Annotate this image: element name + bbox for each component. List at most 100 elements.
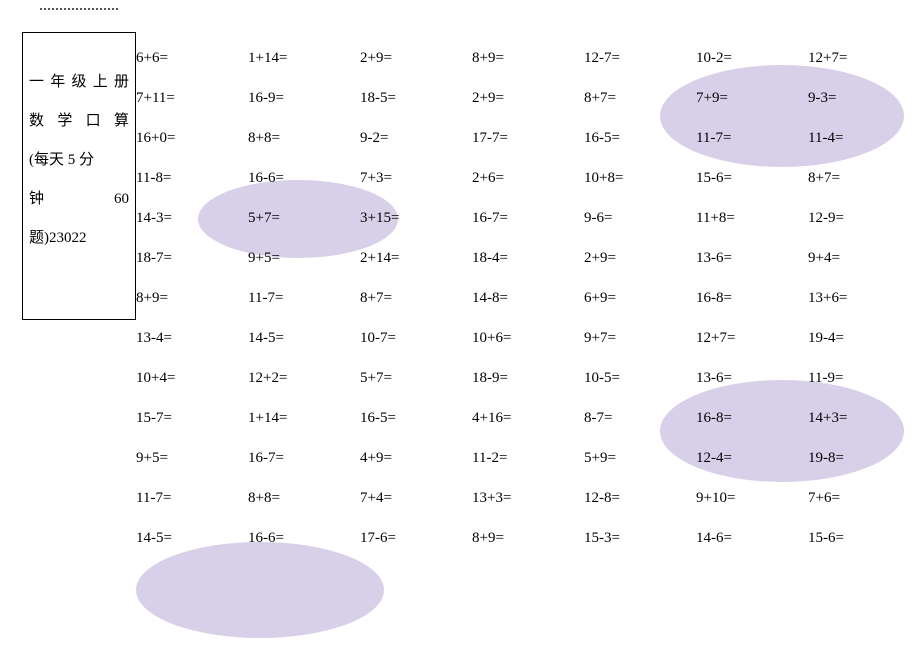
problem-cell: 12-7= [584,50,696,67]
problems-row: 11-8=16-6=7+3=2+6=10+8=15-6=8+7= [136,158,898,198]
problem-cell: 5+7= [360,370,472,387]
problem-cell: 5+7= [248,210,360,227]
problem-cell: 16-5= [360,410,472,427]
problem-cell: 11-7= [696,130,808,147]
problem-cell: 14-3= [136,210,248,227]
problem-cell: 4+16= [472,410,584,427]
problems-row: 8+9=11-7=8+7=14-8=6+9=16-8=13+6= [136,278,898,318]
problems-row: 16+0=8+8=9-2=17-7=16-5=11-7=11-4= [136,118,898,158]
problem-cell: 16+0= [136,130,248,147]
problem-cell: 2+6= [472,170,584,187]
problem-cell: 12+7= [696,330,808,347]
problems-row: 9+5=16-7=4+9=11-2=5+9=12-4=19-8= [136,438,898,478]
problem-cell: 17-6= [360,530,472,547]
problem-cell: 7+4= [360,490,472,507]
problem-cell: 10+8= [584,170,696,187]
problem-cell: 7+11= [136,90,248,107]
problem-cell: 2+9= [472,90,584,107]
problem-cell: 10-2= [696,50,808,67]
problem-cell: 7+6= [808,490,898,507]
problem-cell: 11-4= [808,130,898,147]
problem-cell: 2+9= [584,250,696,267]
title-box: 一年级上册 数学口算 (每天 5 分 钟 60 题)23022 [22,32,136,320]
problem-cell: 12-8= [584,490,696,507]
problem-cell: 14-6= [696,530,808,547]
problem-cell: 15-7= [136,410,248,427]
problem-cell: 19-8= [808,450,898,467]
problem-cell: 12-9= [808,210,898,227]
worksheet-page: 一年级上册 数学口算 (每天 5 分 钟 60 题)23022 6+6=1+14… [0,0,920,652]
problem-cell: 7+9= [696,90,808,107]
problem-cell: 14-5= [248,330,360,347]
problem-cell: 3+15= [360,210,472,227]
problem-cell: 16-8= [696,290,808,307]
problem-cell: 9+4= [808,250,898,267]
title-line-4: 钟 60 [29,180,129,219]
problem-cell: 8+8= [248,130,360,147]
problem-cell: 8+7= [584,90,696,107]
problem-cell: 11-8= [136,170,248,187]
problem-cell: 8+7= [360,290,472,307]
problem-cell: 12-4= [696,450,808,467]
problems-row: 7+11=16-9=18-5=2+9=8+7=7+9=9-3= [136,78,898,118]
problems-row: 18-7=9+5=2+14=18-4=2+9=13-6=9+4= [136,238,898,278]
problem-cell: 5+9= [584,450,696,467]
problem-cell: 11-9= [808,370,898,387]
problems-row: 6+6=1+14=2+9=8+9=12-7=10-2=12+7= [136,38,898,78]
problem-cell: 14-8= [472,290,584,307]
problems-row: 14-5=16-6=17-6=8+9=15-3=14-6=15-6= [136,518,898,558]
problem-cell: 8+9= [472,50,584,67]
problem-cell: 8+8= [248,490,360,507]
problem-cell: 10+6= [472,330,584,347]
title-line-2: 数学口算 [29,102,129,141]
problem-cell: 18-7= [136,250,248,267]
problem-cell: 12+2= [248,370,360,387]
problem-cell: 14+3= [808,410,898,427]
problem-cell: 16-6= [248,530,360,547]
problem-cell: 16-6= [248,170,360,187]
problem-cell: 16-7= [472,210,584,227]
problem-cell: 11+8= [696,210,808,227]
problem-cell: 10-5= [584,370,696,387]
problem-cell: 8+9= [136,290,248,307]
problem-cell: 13-4= [136,330,248,347]
problem-cell: 6+6= [136,50,248,67]
problem-cell: 2+9= [360,50,472,67]
problem-cell: 11-7= [248,290,360,307]
decorative-dotted-line [40,8,118,10]
title-line-5: 题)23022 [29,219,129,258]
problem-cell: 12+7= [808,50,898,67]
problems-row: 15-7=1+14=16-5=4+16=8-7=16-8=14+3= [136,398,898,438]
problem-cell: 19-4= [808,330,898,347]
problem-cell: 11-2= [472,450,584,467]
problem-cell: 13+6= [808,290,898,307]
problem-cell: 18-9= [472,370,584,387]
problem-cell: 2+14= [360,250,472,267]
problem-cell: 9+5= [136,450,248,467]
problem-cell: 15-6= [808,530,898,547]
problems-row: 10+4=12+2=5+7=18-9=10-5=13-6=11-9= [136,358,898,398]
problem-cell: 8+9= [472,530,584,547]
problem-cell: 9+5= [248,250,360,267]
problem-cell: 9+7= [584,330,696,347]
problem-cell: 7+3= [360,170,472,187]
problem-cell: 9-2= [360,130,472,147]
problem-cell: 14-5= [136,530,248,547]
problem-cell: 10+4= [136,370,248,387]
problem-cell: 10-7= [360,330,472,347]
problem-cell: 1+14= [248,410,360,427]
problem-cell: 16-8= [696,410,808,427]
problem-cell: 11-7= [136,490,248,507]
problem-cell: 16-7= [248,450,360,467]
problem-cell: 18-5= [360,90,472,107]
problems-grid: 6+6=1+14=2+9=8+9=12-7=10-2=12+7=7+11=16-… [136,38,898,558]
problem-cell: 15-3= [584,530,696,547]
problems-row: 11-7=8+8=7+4=13+3=12-8=9+10=7+6= [136,478,898,518]
problems-row: 13-4=14-5=10-7=10+6=9+7=12+7=19-4= [136,318,898,358]
title-line-1: 一年级上册 [29,63,129,102]
problem-cell: 1+14= [248,50,360,67]
title-line-3: (每天 5 分 [29,141,129,180]
problem-cell: 8-7= [584,410,696,427]
problem-cell: 13-6= [696,370,808,387]
problem-cell: 6+9= [584,290,696,307]
